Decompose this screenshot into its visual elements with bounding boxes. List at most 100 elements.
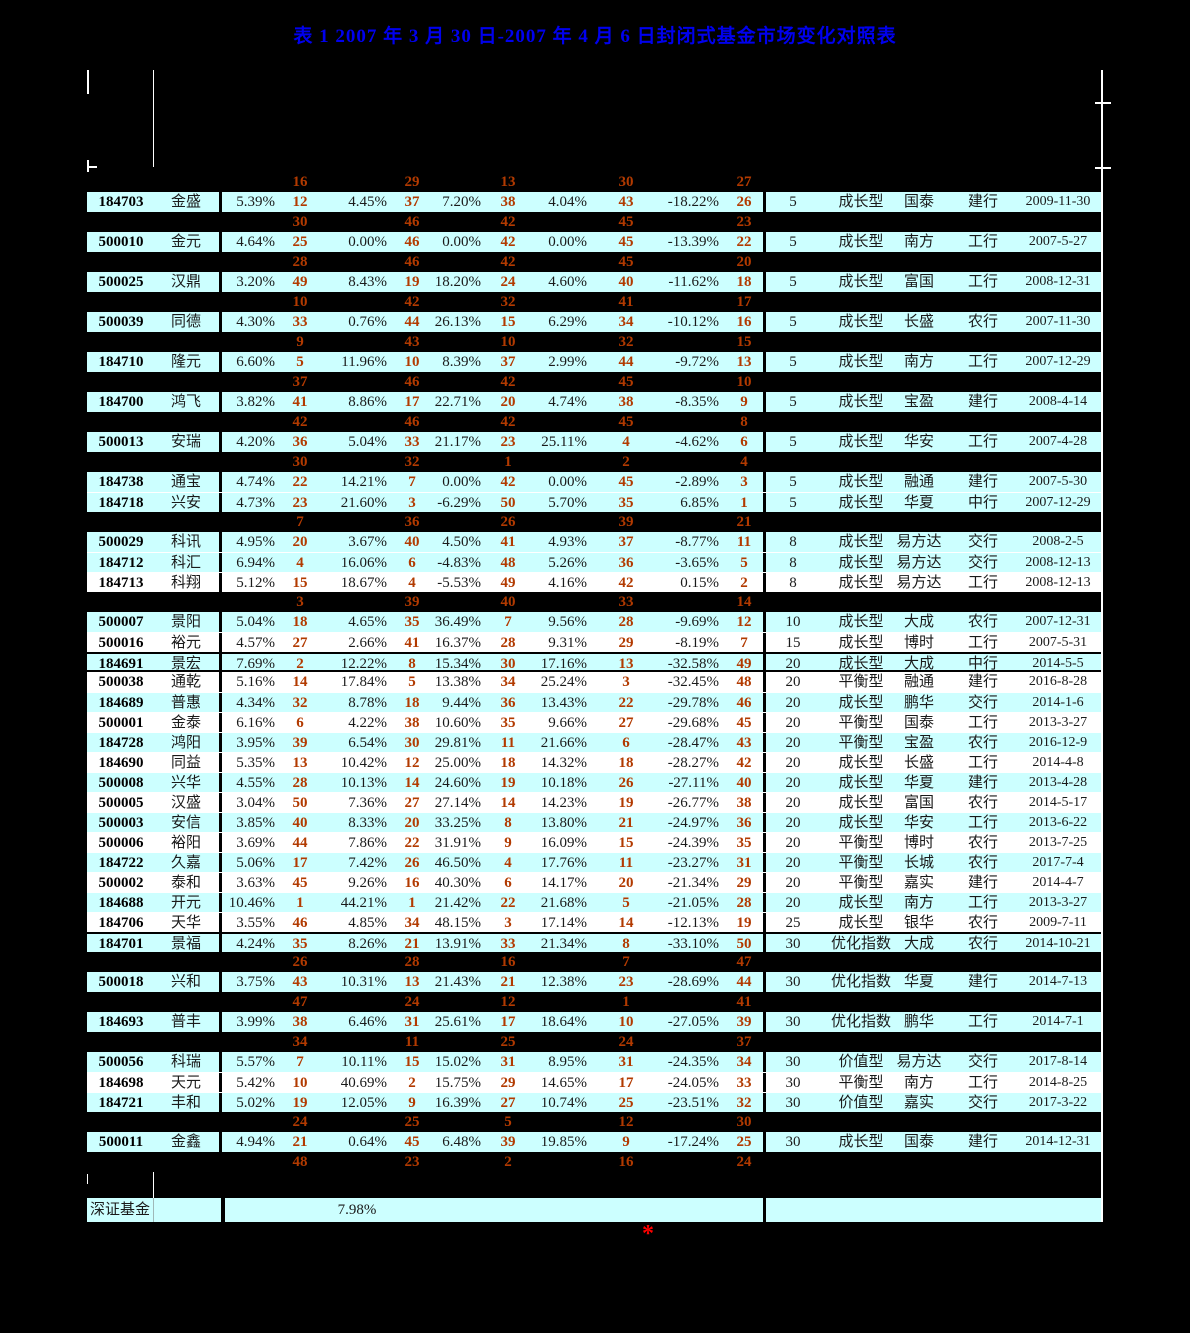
column-divider (763, 873, 766, 892)
rank-cell: 14 (404, 775, 420, 791)
rank-cell: 20 (618, 875, 634, 891)
pct-cell: 4.85% (348, 915, 387, 931)
rank-cell: 45 (618, 414, 634, 430)
pct-cell: -28.27% (667, 755, 719, 771)
fund-row: 184706 天华 3.55% 46 4.85% 34 48.15% 3 17.14% 14 -12… (87, 912, 1103, 932)
group-cell: 20 (785, 795, 801, 811)
type-cell: 优化指数 (830, 936, 891, 952)
fund-code: 184689 (98, 695, 144, 711)
footer-divider-right (763, 1198, 766, 1222)
type-cell: 成长型 (838, 775, 884, 791)
type-cell: 成长型 (838, 815, 884, 831)
rank-cell: 42 (500, 214, 516, 230)
pct-cell: 4.20% (236, 434, 275, 450)
pct-cell: 4.04% (548, 194, 587, 210)
date-cell: 2008-4-14 (1028, 394, 1088, 409)
pct-cell: 10.74% (540, 1095, 587, 1111)
group-cell: 30 (785, 1014, 801, 1030)
column-divider (763, 1132, 766, 1152)
fund-row: 184698 天元 5.42% 10 40.69% 2 15.75% 29 14.65% 17 -2… (87, 1072, 1103, 1092)
pct-cell: 7.36% (348, 795, 387, 811)
pct-cell: 40.69% (340, 1075, 387, 1091)
rank-cell: 38 (618, 394, 634, 410)
date-cell: 2016-8-28 (1028, 674, 1088, 689)
rank-cell: 47 (736, 954, 752, 970)
fund-code: 184700 (98, 394, 144, 410)
pct-cell: 10.42% (340, 755, 387, 771)
fund-row: 184712 科汇 6.94% 4 16.06% 6 -4.83% 48 5.26% 36 -3.6… (87, 552, 1103, 572)
fund-row: 184691 景宏 7.69% 2 12.22% 8 15.34% 30 17.16% 13 -32… (87, 652, 1103, 672)
date-cell: 2013-7-25 (1028, 835, 1088, 850)
bank-cell: 工行 (967, 895, 998, 911)
company-cell: 易方达 (896, 534, 942, 550)
column-divider (763, 833, 766, 852)
rank-cell: 42 (500, 254, 516, 270)
bank-cell: 建行 (967, 674, 998, 690)
fund-code: 184721 (98, 1095, 144, 1111)
pct-cell: 0.00% (548, 234, 587, 250)
rank-cell: 19 (292, 1095, 308, 1111)
fund-row: 184703 金盛 5.39% 12 4.45% 37 7.20% 38 4.04% 43 -18.… (87, 192, 1103, 212)
date-cell: 2017-3-22 (1028, 1095, 1088, 1110)
date-cell: 2014-4-7 (1032, 875, 1084, 890)
rank-cell: 20 (404, 815, 420, 831)
fund-code: 184693 (98, 1014, 144, 1030)
rank-cell: 46 (404, 214, 420, 230)
column-divider (219, 873, 222, 892)
rank-cell: 26 (500, 514, 516, 530)
pct-cell: 4.55% (236, 775, 275, 791)
fund-name: 安信 (170, 815, 201, 831)
fund-code: 500006 (98, 835, 144, 851)
pct-cell: 6.54% (348, 735, 387, 751)
pct-cell: 4.16% (548, 575, 587, 591)
group-cell: 20 (785, 835, 801, 851)
column-divider (219, 972, 222, 992)
pct-cell: 9.26% (348, 875, 387, 891)
column-divider (763, 432, 766, 452)
column-divider (219, 713, 222, 732)
rank-cell: 41 (618, 294, 634, 310)
rank-cell: 43 (736, 735, 752, 751)
rank-cell: 12 (404, 755, 420, 771)
pct-cell: 25.61% (434, 1014, 481, 1030)
type-cell: 成长型 (838, 354, 884, 370)
rank-cell: 29 (500, 1075, 516, 1091)
rank-cell: 42 (500, 414, 516, 430)
rank-cell: 18 (618, 755, 634, 771)
fund-row: 500018 兴和 3.75% 43 10.31% 13 21.43% 21 12.38% 23 -… (87, 972, 1103, 992)
fund-row: 500025 汉鼎 3.20% 49 8.43% 19 18.20% 24 4.60% 40 -11… (87, 272, 1103, 292)
pct-cell: -9.69% (675, 614, 719, 630)
date-cell: 2009-11-30 (1025, 194, 1091, 209)
column-divider (219, 934, 222, 952)
rank-cell: 34 (618, 314, 634, 330)
rank-cell: 1 (622, 994, 630, 1010)
column-divider (763, 934, 766, 952)
separator-row: 48 23 2 16 24 (87, 1152, 1103, 1172)
rank-cell: 46 (404, 254, 420, 270)
column-divider (763, 532, 766, 552)
rank-cell: 25 (500, 1034, 516, 1050)
rank-cell: 46 (736, 695, 752, 711)
type-cell: 成长型 (838, 656, 884, 672)
rank-cell: 7 (622, 954, 630, 970)
pct-cell: 0.00% (442, 234, 481, 250)
rank-cell: 13 (736, 354, 752, 370)
rank-cell: 42 (500, 234, 516, 250)
rank-cell: 5 (296, 354, 304, 370)
fund-row: 500039 同德 4.30% 33 0.76% 44 26.13% 15 6.29% 34 -10… (87, 312, 1103, 332)
company-cell: 融通 (903, 674, 934, 690)
column-divider (219, 1073, 222, 1092)
rank-cell: 39 (500, 1134, 516, 1150)
type-cell: 平衡型 (838, 674, 884, 690)
rank-cell: 43 (292, 974, 308, 990)
type-cell: 成长型 (838, 434, 884, 450)
rank-cell: 45 (618, 254, 634, 270)
pct-cell: 10.18% (540, 775, 587, 791)
rank-cell: 9 (504, 835, 512, 851)
group-cell: 5 (789, 314, 797, 330)
rank-cell: 47 (292, 994, 308, 1010)
rank-cell: 9 (622, 1134, 630, 1150)
company-cell: 华安 (903, 434, 934, 450)
rank-cell: 24 (618, 1034, 634, 1050)
